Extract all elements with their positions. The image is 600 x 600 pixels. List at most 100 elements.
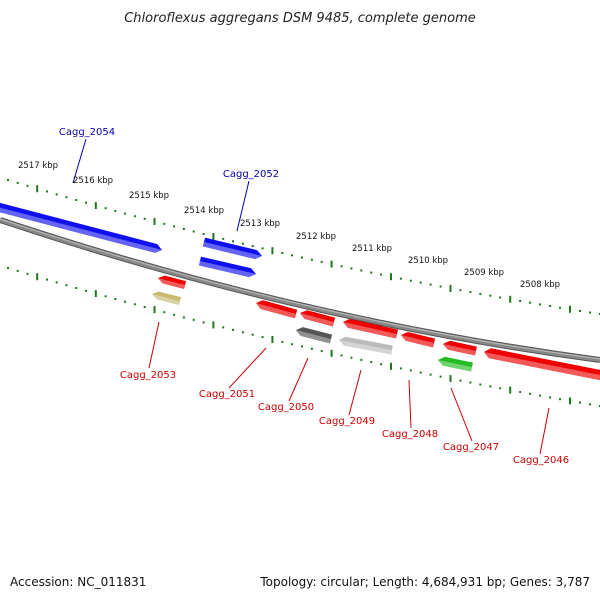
gene-arrow-shade (300, 313, 334, 327)
scale-labels: 2517 kbp 2516 kbp 2515 kbp 2514 kbp 2513 kbp… (18, 161, 560, 290)
gene-label[interactable]: Cagg_2052 (223, 169, 279, 180)
minor-tick (192, 318, 195, 321)
gene-arrow-shade (158, 278, 185, 289)
minor-tick (85, 201, 87, 204)
minor-tick (114, 298, 117, 300)
minor-tick (380, 363, 383, 366)
gene-cagg_2046[interactable] (484, 348, 600, 383)
minor-tick (559, 306, 561, 309)
major-tick (153, 217, 156, 225)
gene-arrow-shade (401, 335, 434, 348)
gene-arrow-shade (0, 207, 162, 253)
gene-cagg_2049[interactable] (343, 318, 398, 339)
minor-tick (350, 267, 353, 270)
gene-arrow-shade (343, 322, 397, 339)
gene-label[interactable]: Cagg_2051 (199, 389, 255, 400)
gene-arrow-shade (484, 352, 600, 381)
minor-tick (16, 269, 19, 272)
minor-tick (232, 328, 234, 331)
minor-tick (301, 345, 303, 348)
leader-line (236, 180, 250, 232)
minor-tick (182, 228, 185, 230)
minor-tick (419, 371, 422, 374)
gene-cagg_2053[interactable] (158, 275, 186, 289)
minor-tick (104, 207, 107, 210)
gene-arrow-shade (438, 360, 472, 372)
minor-tick (409, 369, 412, 372)
gene-cagg_2047b[interactable] (438, 356, 473, 372)
gene-cagg_2054[interactable] (0, 201, 162, 253)
minor-tick (320, 350, 323, 353)
scale-label: 2509 kbp (464, 268, 504, 278)
gene-cagg_2052[interactable] (202, 237, 262, 259)
minor-tick (7, 267, 9, 269)
genome-backbone (0, 217, 600, 363)
gene-cagg_2053b[interactable] (152, 291, 181, 305)
gene-labels: Cagg_2054Cagg_2052Cagg_2053Cagg_2051Cagg… (59, 127, 569, 466)
minor-tick (370, 271, 373, 274)
label-leaders (72, 138, 550, 455)
minor-tick (301, 256, 303, 259)
gene-cagg_2048[interactable] (401, 332, 436, 348)
minor-tick (55, 281, 58, 284)
scale-ticks (7, 179, 600, 407)
minor-tick (7, 179, 9, 181)
minor-tick (360, 269, 363, 272)
minor-tick (380, 273, 383, 276)
major-tick (271, 336, 274, 343)
major-tick (271, 247, 274, 255)
minor-tick (589, 403, 591, 406)
major-tick (212, 321, 215, 329)
scale-label: 2516 kbp (73, 176, 113, 186)
minor-tick (261, 247, 264, 250)
minor-tick (143, 306, 146, 308)
gene-label[interactable]: Cagg_2047 (443, 442, 499, 453)
gene-cagg_2047[interactable] (443, 340, 477, 356)
minor-tick (16, 181, 19, 184)
minor-tick (399, 277, 402, 280)
minor-tick (251, 333, 254, 336)
gene-cagg_2050b[interactable] (296, 327, 333, 344)
minor-tick (85, 289, 87, 292)
gene-label[interactable]: Cagg_2046 (513, 455, 569, 466)
minor-tick (192, 230, 195, 233)
gene-label[interactable]: Cagg_2053 (120, 370, 176, 381)
minor-tick (429, 283, 432, 286)
gene-label[interactable]: Cagg_2049 (319, 416, 375, 427)
accession-text: Accession: NC_011831 (10, 575, 147, 589)
minor-tick (409, 279, 412, 282)
leader-line (408, 379, 412, 429)
minor-tick (399, 367, 402, 370)
minor-tick (320, 260, 323, 263)
minor-tick (459, 289, 462, 292)
minor-tick (579, 401, 581, 404)
gene-arrow-shade (296, 330, 331, 344)
backbone-line (0, 218, 600, 362)
minor-tick (26, 272, 29, 275)
minor-tick (589, 311, 591, 314)
scale-label: 2512 kbp (296, 232, 336, 242)
gene-cagg_2052b[interactable] (199, 256, 256, 277)
minor-tick (439, 285, 442, 288)
minor-tick (251, 245, 254, 247)
gene-cagg_2051[interactable] (256, 300, 298, 319)
major-tick (330, 260, 333, 268)
gene-label[interactable]: Cagg_2050 (258, 402, 314, 413)
scale-label: 2515 kbp (129, 191, 169, 201)
minor-tick (459, 379, 462, 382)
gene-label[interactable]: Cagg_2054 (59, 127, 115, 138)
minor-tick (350, 356, 353, 359)
minor-tick (499, 387, 502, 390)
gene-label[interactable]: Cagg_2048 (382, 429, 438, 440)
major-tick (330, 349, 333, 357)
minor-tick (133, 215, 136, 218)
major-tick (94, 290, 97, 297)
minor-tick (65, 284, 68, 287)
minor-tick (539, 394, 542, 397)
gene-cagg_2050[interactable] (300, 310, 336, 327)
minor-tick (559, 398, 561, 401)
gene-cagg_2049b[interactable] (339, 336, 393, 355)
minor-tick (261, 336, 264, 339)
minor-tick (291, 343, 294, 346)
